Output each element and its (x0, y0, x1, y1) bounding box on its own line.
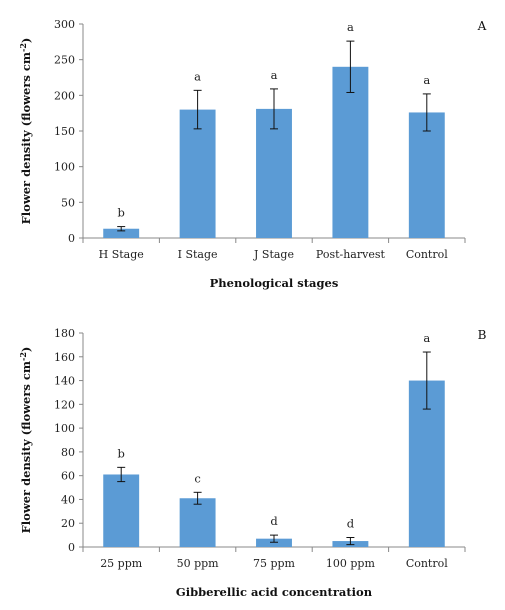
significance-letter: b (118, 206, 125, 220)
bar-25-ppm (103, 474, 140, 547)
bar-75-ppm (256, 538, 292, 547)
significance-letter: a (347, 20, 354, 34)
x-tick-label: I Stage (178, 248, 218, 261)
y-tick-label: 200 (54, 89, 75, 102)
y-axis-title: Flower density (flowers cm-2) (18, 347, 33, 534)
y-tick-label: 20 (61, 517, 75, 530)
bar-post-harvest (332, 66, 369, 238)
panel-label: B (478, 328, 487, 342)
significance-letter: c (194, 471, 200, 485)
significance-letter: a (423, 331, 430, 345)
bar-h-stage (103, 228, 140, 238)
x-tick-label: Control (406, 248, 448, 261)
x-tick-label: J Stage (253, 248, 294, 261)
chart-panel-b: 0 20 40 60 80 100 120 140 160 180 b 25 ppm c 50 ppm d 7… (18, 327, 487, 599)
y-tick-label: 40 (61, 493, 75, 506)
y-tick-label: 180 (54, 327, 75, 340)
x-tick-label: Control (406, 557, 448, 570)
y-tick-label: 60 (61, 470, 75, 483)
bar-i-stage (179, 109, 216, 238)
y-tick-label: 0 (68, 541, 75, 554)
x-tick-label: Post-harvest (316, 248, 386, 261)
y-tick-label: 150 (54, 125, 75, 138)
x-axis-title: Phenological stages (210, 276, 339, 290)
x-tick-label: 75 ppm (253, 557, 296, 570)
x-tick-label: H Stage (99, 248, 144, 261)
y-axis-title: Flower density (flowers cm-2) (18, 38, 33, 225)
significance-letter: b (118, 446, 125, 460)
bar-j-stage (256, 108, 292, 239)
significance-letter: a (423, 73, 430, 87)
y-tick-label: 50 (61, 196, 75, 209)
significance-letter: a (271, 68, 278, 82)
panel-label: A (477, 19, 487, 33)
y-tick-label: 100 (54, 422, 75, 435)
bar-control (408, 112, 445, 238)
x-tick-label: 50 ppm (177, 557, 220, 570)
y-tick-label: 80 (61, 446, 75, 459)
x-tick-label: 25 ppm (100, 557, 143, 570)
x-tick-label: 100 ppm (326, 557, 376, 570)
y-tick-label: 140 (54, 375, 75, 388)
bar-50-ppm (179, 498, 216, 547)
y-tick-label: 250 (54, 54, 75, 67)
significance-letter: a (194, 69, 201, 83)
chart-panel-a: 0 50 100 150 200 250 300 b H Stage a I Stage a J Sta… (18, 18, 487, 290)
y-tick-label: 160 (54, 351, 75, 364)
y-tick-label: 120 (54, 398, 75, 411)
significance-letter: d (270, 514, 278, 528)
significance-letter: d (347, 516, 355, 530)
y-tick-label: 300 (54, 18, 75, 31)
y-tick-label: 100 (54, 161, 75, 174)
x-axis-title: Gibberellic acid concentration (176, 585, 373, 599)
y-tick-label: 0 (68, 232, 75, 245)
